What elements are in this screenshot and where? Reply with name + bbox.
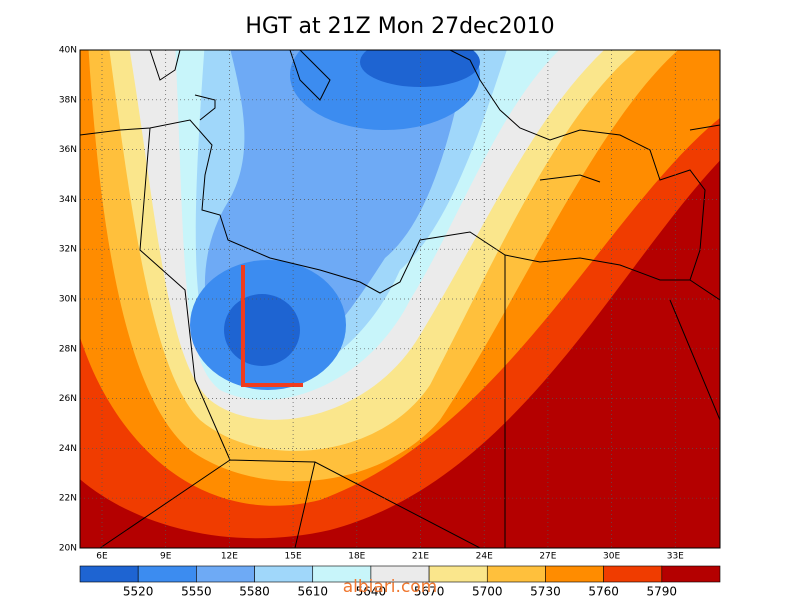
lon-label: 18E [348,552,365,562]
colorbar-swatch [603,565,663,583]
lon-label: 6E [96,552,108,562]
map-frame [79,49,721,549]
colorbar-swatch [137,565,197,583]
lat-label: 32N [59,245,77,255]
coastline [149,50,720,183]
colorbar-label: 5550 [181,585,212,599]
graticule: 20N 22N 24N 26N 28N 30N 32N 34N 36N 38N 40N 6E 9E 12E… [59,46,720,562]
colorbar-swatch [79,565,139,583]
colorbar-label: 5700 [472,585,503,599]
lon-label: 15E [285,552,302,562]
map-field [80,50,720,548]
lat-label: 22N [59,494,77,504]
colorbar-swatch [545,565,604,583]
colorbar-label: 5520 [123,585,154,599]
lon-label: 33E [667,552,684,562]
lat-label: 30N [59,295,77,305]
colorbar-swatch [254,565,314,583]
lat-label: 36N [59,145,77,155]
lat-label: 38N [59,95,77,105]
lat-label: 28N [59,344,77,354]
lat-label: 26N [59,394,77,404]
lon-label: 9E [160,552,172,562]
colorbar-swatch [196,565,255,583]
lon-label: 12E [221,552,238,562]
lon-label: 21E [412,552,429,562]
lat-label: 34N [59,195,77,205]
colorbar-label: 5760 [588,585,619,599]
colorbar-swatch [486,565,546,583]
colorbar-swatch [661,565,721,583]
lon-label: 24E [476,552,493,562]
watermark: albiari.com [343,577,438,597]
colorbar-label: 5640 [356,585,387,599]
colorbar-label: 5790 [647,585,678,599]
colorbar-label: 5670 [414,585,445,599]
coastline [80,50,706,294]
contour-band [224,294,300,366]
lat-label: 24N [59,444,77,454]
low-marker [241,265,303,387]
colorbar-swatch [428,565,488,583]
colorbar-label: 5730 [530,585,561,599]
colorbar: 5520 5550 5580 5610 5640 5670 5700 5730 5760 5790 [79,565,721,599]
title: HGT at 21Z Mon 27dec2010 [245,14,554,39]
contour-band [360,50,480,87]
lon-label: 30E [603,552,620,562]
lat-label: 20N [59,544,77,554]
colorbar-label: 5610 [297,585,328,599]
lon-label: 27E [539,552,556,562]
colorbar-label: 5580 [239,585,270,599]
lat-label: 40N [59,46,77,56]
border [99,127,720,548]
